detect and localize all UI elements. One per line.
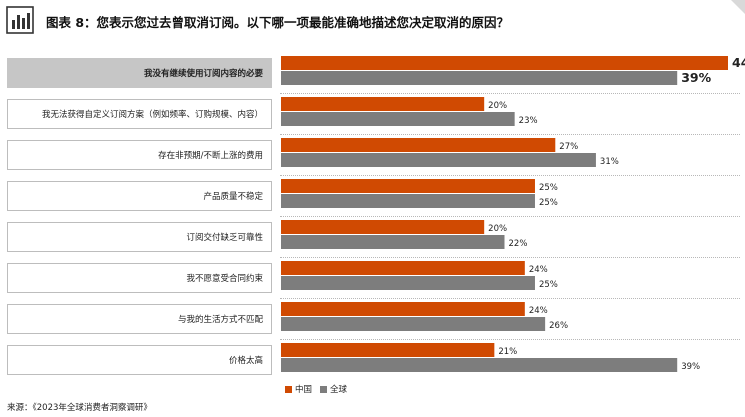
- bar-china: [281, 56, 728, 70]
- bar-global: [281, 153, 596, 167]
- legend-item-global: 全球: [320, 383, 347, 395]
- bar-global: [281, 317, 546, 331]
- value-label-china: 44%: [732, 55, 745, 70]
- category-label: 我没有继续使用订阅内容的必要: [7, 58, 272, 88]
- category-label: 订阅交付缺乏可靠性: [7, 222, 272, 252]
- value-label-global: 39%: [681, 70, 711, 85]
- value-label-china: 20%: [488, 224, 507, 234]
- category-label: 我不愿意受合同约束: [7, 263, 272, 293]
- row-separator: [280, 257, 740, 258]
- bar-global: [281, 358, 678, 372]
- value-label-china: 24%: [529, 306, 548, 316]
- value-label-china: 24%: [529, 265, 548, 275]
- value-label-china: 27%: [559, 142, 578, 152]
- value-label-global: 26%: [549, 321, 568, 331]
- bar-china: [281, 220, 485, 234]
- bar-global: [281, 235, 505, 249]
- legend-swatch-global: [320, 385, 328, 393]
- value-label-china: 21%: [498, 347, 517, 357]
- bar-china: [281, 97, 485, 111]
- bar-china: [281, 343, 495, 357]
- legend: 中国 全球: [285, 383, 347, 395]
- bar-china: [281, 138, 556, 152]
- row-separator: [280, 339, 740, 340]
- row-separator: [280, 134, 740, 135]
- value-label-global: 25%: [539, 198, 558, 208]
- legend-label-global: 全球: [330, 385, 348, 395]
- category-label: 与我的生活方式不匹配: [7, 304, 272, 334]
- value-label-global: 31%: [600, 157, 619, 167]
- bar-global: [281, 71, 678, 85]
- category-label: 产品质量不稳定: [7, 181, 272, 211]
- bar-global: [281, 276, 535, 290]
- category-label: 价格太高: [7, 345, 272, 375]
- bar-global: [281, 194, 535, 208]
- chart-title: 图表 8：您表示您过去曾取消订阅。以下哪一项最能准确地描述您决定取消的原因？: [46, 15, 510, 30]
- row-separator: [280, 175, 740, 176]
- corner-decoration: [731, 0, 745, 14]
- row-separator: [280, 298, 740, 299]
- category-label: 我无法获得自定义订阅方案（例如频率、订购规模、内容）: [7, 99, 272, 129]
- legend-swatch-china: [285, 385, 292, 393]
- legend-label-china: 中国: [295, 385, 313, 395]
- legend-item-china: 中国: [285, 383, 312, 395]
- bar-china: [281, 302, 525, 316]
- bar-global: [281, 112, 515, 126]
- value-label-global: 22%: [509, 239, 528, 249]
- row-separator: [280, 216, 740, 217]
- value-label-global: 39%: [681, 362, 700, 372]
- bar-chart-icon: [6, 6, 34, 34]
- source-note: 来源：《2023年全球消费者洞察调研》: [7, 403, 152, 413]
- value-label-china: 25%: [539, 183, 558, 193]
- bar-china: [281, 179, 535, 193]
- row-separator: [280, 93, 740, 94]
- value-label-global: 25%: [539, 280, 558, 290]
- value-label-china: 20%: [488, 101, 507, 111]
- category-label: 存在非预期/不断上涨的费用: [7, 140, 272, 170]
- bar-china: [281, 261, 525, 275]
- value-label-global: 23%: [519, 116, 538, 126]
